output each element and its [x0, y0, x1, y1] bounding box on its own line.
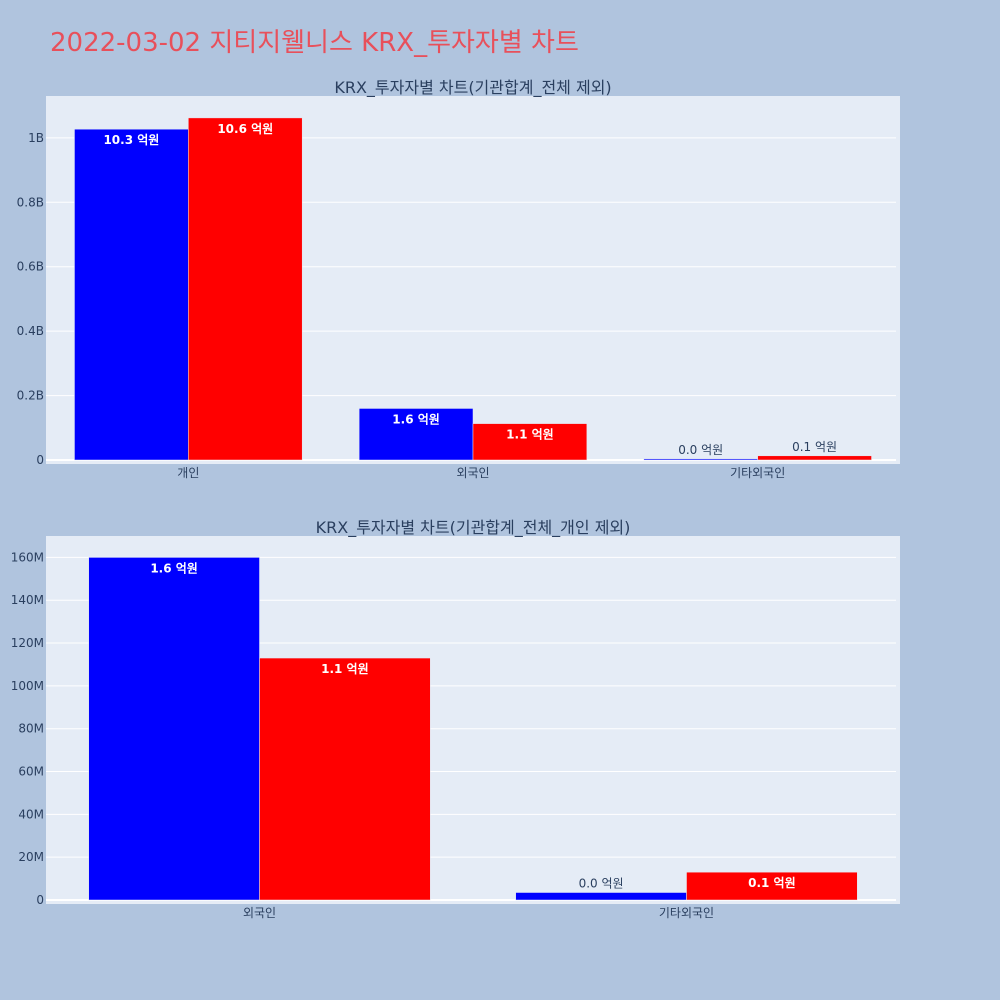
- chart-title: KRX_투자자별 차트(기관합계_전체 제외): [334, 78, 611, 98]
- x-tick-label: 외국인: [456, 466, 489, 480]
- x-tick-label: 기타외국인: [659, 906, 714, 920]
- data-label: 1.6 억원: [392, 412, 440, 426]
- data-label: 1.1 억원: [321, 662, 369, 676]
- data-label: 10.6 억원: [217, 122, 273, 136]
- y-tick-label: 140M: [11, 593, 44, 607]
- x-tick-label: 개인: [177, 466, 199, 480]
- bar: [757, 455, 872, 461]
- data-label: 0.0 억원: [579, 877, 624, 891]
- y-tick-label: 20M: [18, 850, 44, 864]
- y-tick-label: 1B: [28, 131, 44, 145]
- y-tick-label: 120M: [11, 636, 44, 650]
- data-label: 10.3 억원: [103, 133, 159, 147]
- x-tick-label: 외국인: [243, 906, 276, 920]
- data-label: 1.6 억원: [150, 561, 198, 575]
- bar: [188, 117, 303, 461]
- y-tick-label: 0.6B: [17, 260, 44, 274]
- chart-top: KRX_투자자별 차트(기관합계_전체 제외) 0 0.2B 0.4B 0.6B 0.8B…: [17, 78, 900, 480]
- y-tick-label: 40M: [18, 807, 44, 821]
- data-label: 0.1 억원: [792, 440, 837, 454]
- y-tick-label: 100M: [11, 679, 44, 693]
- bar: [686, 871, 858, 901]
- y-tick-label: 0.4B: [17, 324, 44, 338]
- x-tick-label: 기타외국인: [730, 466, 785, 480]
- y-tick-label: 60M: [18, 765, 44, 779]
- bar: [515, 892, 687, 901]
- y-tick-label: 80M: [18, 722, 44, 736]
- bar: [74, 128, 189, 461]
- bar: [259, 657, 431, 901]
- data-label: 0.0 억원: [678, 443, 723, 457]
- data-label: 0.1 억원: [748, 876, 796, 890]
- y-tick-label: 0: [36, 893, 44, 907]
- y-tick-label: 0.2B: [17, 389, 44, 403]
- bar: [472, 423, 588, 461]
- bar: [358, 408, 474, 461]
- y-tick-label: 0: [36, 453, 44, 467]
- y-tick-label: 0.8B: [17, 195, 44, 209]
- chart-title: KRX_투자자별 차트(기관합계_전체_개인 제외): [316, 518, 631, 538]
- data-label: 1.1 억원: [506, 428, 554, 442]
- y-tick-label: 160M: [11, 550, 44, 564]
- bar: [88, 557, 260, 901]
- page-title: 2022-03-02 지티지웰니스 KRX_투자자별 차트: [50, 28, 579, 58]
